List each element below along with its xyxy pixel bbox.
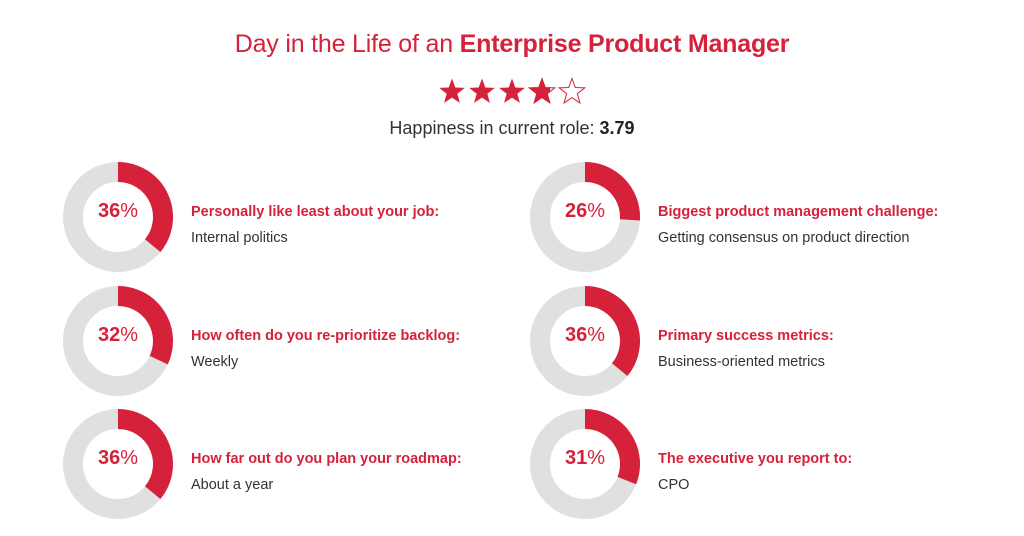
donut-chart — [530, 409, 640, 519]
donut-chart — [63, 162, 173, 272]
stat-card: 26% Biggest product management challenge… — [530, 162, 990, 282]
stat-card: 32% How often do you re-prioritize backl… — [63, 286, 523, 406]
answer-label: Internal politics — [191, 230, 288, 246]
star-icon — [439, 78, 465, 103]
star-icon — [557, 77, 587, 105]
answer-label: Getting consensus on product direction — [658, 230, 910, 246]
percent-value: 36 — [97, 200, 121, 222]
percent-value: 36 — [97, 447, 121, 469]
percent-value: 31 — [564, 447, 588, 469]
answer-label: Business-oriented metrics — [658, 354, 825, 370]
percent-label: 36% — [530, 324, 640, 347]
percent-value: 26 — [564, 200, 588, 222]
stat-card: 31% The executive you report to: CPO — [530, 409, 990, 529]
stat-card: 36% How far out do you plan your roadmap… — [63, 409, 523, 529]
percent-unit: % — [587, 447, 606, 469]
donut-segment — [584, 286, 640, 377]
percent-unit: % — [120, 447, 139, 469]
donut-segment — [584, 409, 640, 485]
donut-segment — [117, 409, 173, 500]
percent-label: 36% — [63, 200, 173, 223]
percent-value: 32 — [97, 324, 121, 346]
star-rating-icons — [439, 77, 587, 105]
page-title: Day in the Life of an Enterprise Product… — [0, 30, 1024, 59]
percent-unit: % — [120, 324, 139, 346]
question-label: How far out do you plan your roadmap: — [191, 451, 462, 467]
stat-card: 36% Primary success metrics: Business-or… — [530, 286, 990, 406]
donut-segment — [117, 162, 173, 253]
answer-label: Weekly — [191, 354, 239, 370]
percent-label: 26% — [530, 200, 640, 223]
question-label: Biggest product management challenge: — [658, 204, 939, 220]
question-label: How often do you re-prioritize backlog: — [191, 328, 461, 344]
donut-chart — [530, 162, 640, 272]
happiness-value: 3.79 — [599, 118, 635, 138]
star-rating — [0, 76, 1024, 113]
question-label: Personally like least about your job: — [191, 204, 440, 220]
star-icon — [469, 78, 495, 103]
answer-label: About a year — [191, 477, 274, 493]
title-role: Enterprise Product Manager — [459, 30, 790, 58]
question-label: The executive you report to: — [658, 451, 853, 467]
percent-value: 36 — [564, 324, 588, 346]
donut-chart — [63, 286, 173, 396]
percent-unit: % — [120, 200, 139, 222]
stat-card: 36% Personally like least about your job… — [63, 162, 523, 282]
percent-label: 32% — [63, 324, 173, 347]
donut-chart — [530, 286, 640, 396]
percent-label: 31% — [530, 447, 640, 470]
star-icon — [527, 77, 557, 105]
donut-segment — [117, 286, 173, 365]
percent-unit: % — [587, 200, 606, 222]
percent-label: 36% — [63, 447, 173, 470]
star-icon — [499, 78, 525, 103]
answer-label: CPO — [658, 477, 690, 493]
percent-unit: % — [587, 324, 606, 346]
happiness-line: Happiness in current role: 3.79 — [0, 118, 1024, 139]
donut-chart — [63, 409, 173, 519]
question-label: Primary success metrics: — [658, 328, 834, 344]
happiness-label: Happiness in current role: — [389, 118, 600, 138]
title-prefix: Day in the Life of an — [234, 30, 460, 58]
donut-segment — [584, 162, 640, 221]
